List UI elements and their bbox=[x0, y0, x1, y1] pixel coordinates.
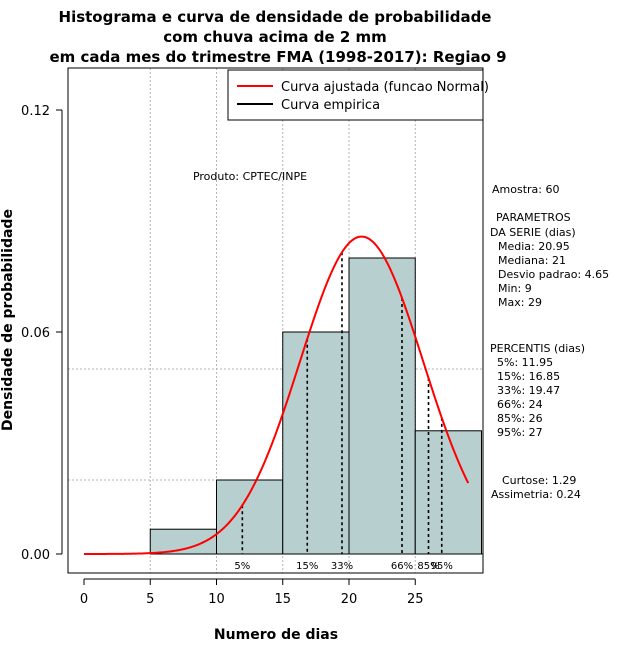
legend: Curva ajustada (funcao Normal) Curva emp… bbox=[227, 69, 489, 121]
histogram-bar-3 bbox=[348, 257, 416, 555]
y-axis: 0.00 0.06 0.12 bbox=[21, 104, 63, 563]
y-tick-label-1: 0.06 bbox=[21, 326, 50, 341]
pct-85: 85%: 26 bbox=[497, 412, 543, 425]
sample-size: Amostra: 60 bbox=[492, 183, 559, 196]
percentile-label-2: 33% bbox=[331, 561, 353, 572]
histogram-bar-4 bbox=[414, 430, 482, 555]
kurtosis: Curtose: 1.29 bbox=[502, 474, 576, 487]
y-tick-label-0: 0.00 bbox=[21, 548, 50, 563]
legend-label-empirical: Curva empirica bbox=[281, 98, 380, 113]
stat-min: Min: 9 bbox=[498, 282, 532, 295]
pct-66: 66%: 24 bbox=[497, 398, 543, 411]
skewness: Assimetria: 0.24 bbox=[491, 488, 581, 501]
normal-curve bbox=[84, 235, 470, 555]
x-axis: 0 5 10 15 20 25 bbox=[80, 578, 424, 607]
percentile-label-0: 5% bbox=[234, 561, 250, 572]
product-annotation: Produto: CPTEC/INPE bbox=[193, 170, 307, 183]
percentile-label-3: 66% bbox=[391, 561, 413, 572]
chart-title: Histograma e curva de densidade de proba… bbox=[49, 8, 506, 66]
stat-mean: Media: 20.95 bbox=[498, 240, 570, 253]
legend-label-normal: Curva ajustada (funcao Normal) bbox=[281, 80, 489, 95]
x-tick-label-15: 15 bbox=[274, 592, 291, 607]
x-tick-label-5: 5 bbox=[146, 592, 154, 607]
title-line-3: em cada mes do trimestre FMA (1998-2017)… bbox=[49, 48, 506, 66]
legend-box bbox=[227, 69, 484, 121]
stat-stddev: Desvio padrao: 4.65 bbox=[498, 268, 609, 281]
histogram-bars bbox=[149, 257, 483, 555]
x-tick-label-10: 10 bbox=[208, 592, 225, 607]
pct-5: 5%: 11.95 bbox=[497, 356, 553, 369]
percentile-lines bbox=[241, 252, 443, 554]
y-axis-title: Densidade de probabilidade bbox=[0, 209, 16, 431]
x-axis-title: Numero de dias bbox=[214, 627, 338, 643]
percentile-labels: 5% 15% 33% 66% 85%95% bbox=[234, 561, 452, 572]
percentile-label-1: 15% bbox=[296, 561, 318, 572]
x-tick-label-20: 20 bbox=[341, 592, 358, 607]
y-tick-label-2: 0.12 bbox=[21, 104, 50, 119]
params-title: PARAMETROS bbox=[496, 211, 571, 224]
title-line-2: com chuva acima de 2 mm bbox=[163, 28, 387, 46]
stats-panel: Amostra: 60 PARAMETROS DA SERIE (dias) M… bbox=[490, 183, 609, 501]
stat-median: Mediana: 21 bbox=[498, 254, 566, 267]
params-subtitle: DA SERIE (dias) bbox=[490, 226, 576, 239]
stat-max: Max: 29 bbox=[498, 296, 542, 309]
x-tick-label-25: 25 bbox=[407, 592, 424, 607]
x-tick-label-0: 0 bbox=[80, 592, 88, 607]
percentile-label-4: 85% bbox=[417, 561, 439, 572]
plot-frame bbox=[67, 67, 484, 574]
pct-33: 33%: 19.47 bbox=[497, 384, 560, 397]
pct-95: 95%: 27 bbox=[497, 426, 543, 439]
histogram-bar-2 bbox=[282, 331, 350, 555]
percentiles-title: PERCENTIS (dias) bbox=[490, 342, 585, 355]
percentile-label-5: 95% bbox=[431, 561, 453, 572]
title-line-1: Histograma e curva de densidade de proba… bbox=[59, 8, 492, 26]
pct-15: 15%: 16.85 bbox=[497, 370, 560, 383]
